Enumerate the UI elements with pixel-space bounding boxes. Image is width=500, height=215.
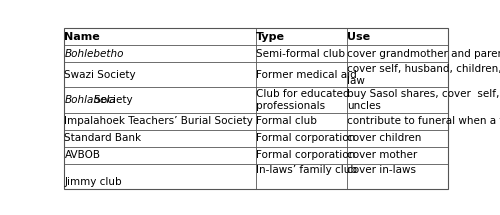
Text: In-laws’ family club: In-laws’ family club (256, 165, 357, 175)
Text: Jimmy club: Jimmy club (64, 177, 122, 187)
Text: Bohlebetho: Bohlebetho (64, 49, 124, 59)
Text: cover self, husband, children, brother- in-
law: cover self, husband, children, brother- … (348, 64, 500, 86)
Text: Swazi Society: Swazi Society (64, 70, 136, 80)
Text: Society: Society (91, 95, 132, 105)
Text: Type: Type (256, 32, 285, 42)
Text: Club for educated
professionals: Club for educated professionals (256, 89, 350, 111)
Text: Impalahoek Teachers’ Burial Society: Impalahoek Teachers’ Burial Society (64, 116, 254, 126)
Text: contribute to funeral when a teacher dies: contribute to funeral when a teacher die… (348, 116, 500, 126)
Text: Formal corporation: Formal corporation (256, 133, 356, 143)
Text: buy Sasol shares, cover  self, children,
uncles: buy Sasol shares, cover self, children, … (348, 89, 500, 111)
Text: AVBOB: AVBOB (64, 150, 100, 160)
Text: Semi-formal club: Semi-formal club (256, 49, 345, 59)
Text: cover in-laws: cover in-laws (348, 165, 416, 175)
Text: cover children: cover children (348, 133, 422, 143)
Text: Name: Name (64, 32, 100, 42)
Text: cover grandmother and parents-in-law: cover grandmother and parents-in-law (348, 49, 500, 59)
Text: cover mother: cover mother (348, 150, 418, 160)
Text: Formal corporation: Formal corporation (256, 150, 356, 160)
Text: Bohlabela: Bohlabela (64, 95, 116, 105)
Text: Formal club: Formal club (256, 116, 317, 126)
Text: Use: Use (348, 32, 370, 42)
Text: Standard Bank: Standard Bank (64, 133, 142, 143)
Text: Former medical aid: Former medical aid (256, 70, 357, 80)
